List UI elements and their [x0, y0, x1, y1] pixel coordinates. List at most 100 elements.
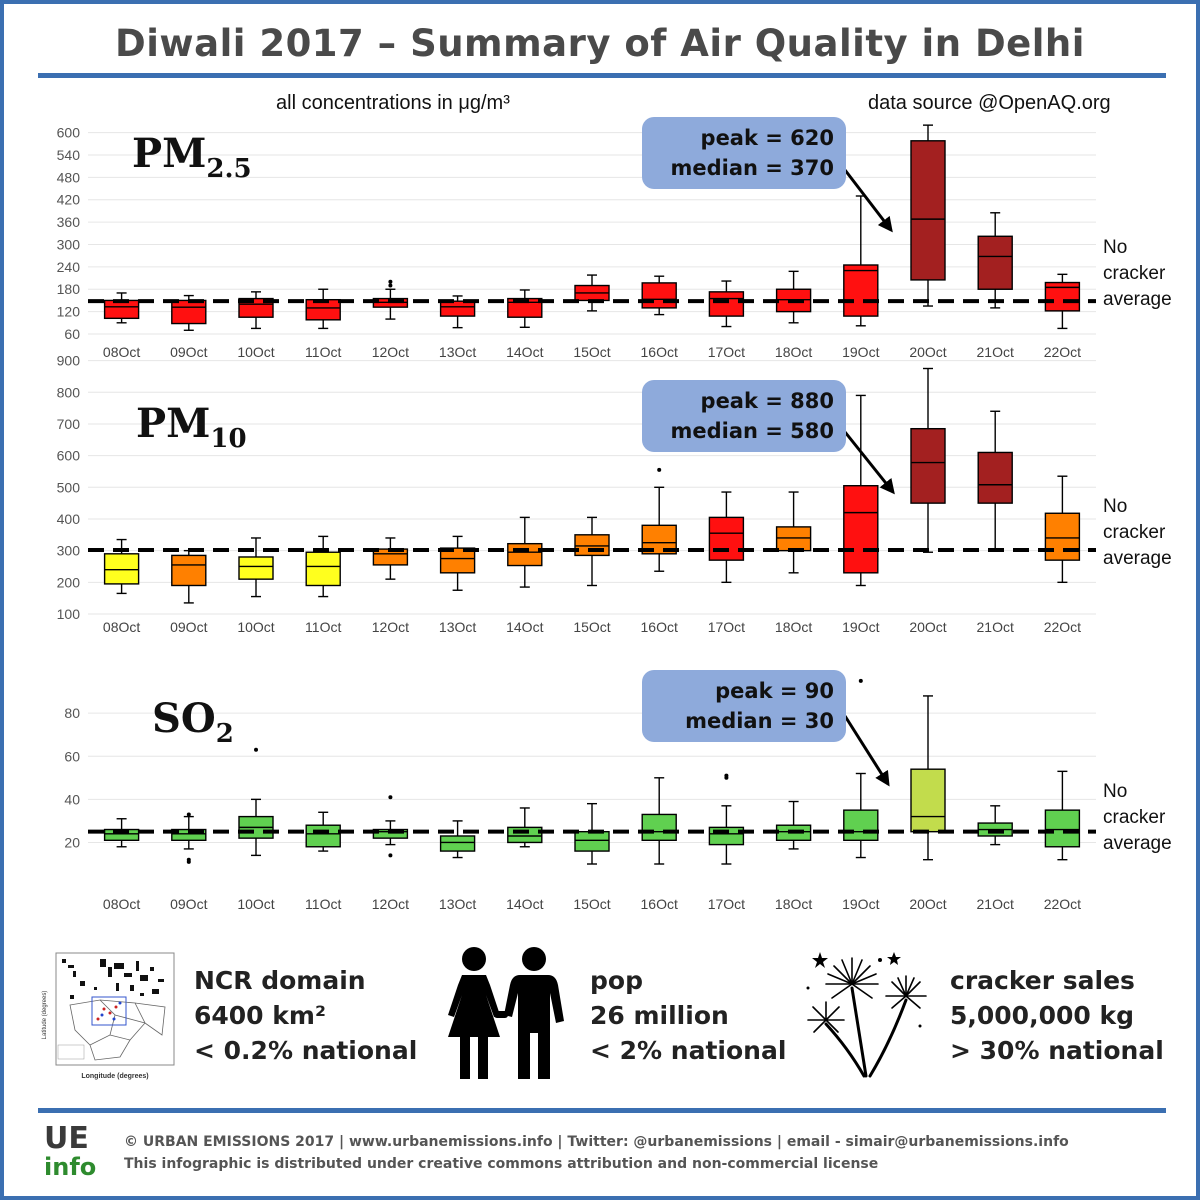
pm10-box-20Oct: [910, 427, 946, 504]
so2-box-14Oct: [507, 826, 543, 844]
so2-box-22Oct: [1044, 809, 1081, 848]
pm25-ytick-label: 120: [57, 304, 81, 320]
pm25-ytick-label: 480: [57, 169, 81, 185]
pm25-no-cracker-label: No cracker average: [1103, 237, 1172, 310]
pm10-ytick-label: 300: [57, 543, 81, 559]
so2-peak: peak = 90: [715, 679, 834, 703]
so2-xtick-label: 18Oct: [775, 896, 812, 912]
pm25-median: median = 370: [670, 156, 834, 180]
pm25-ytick-label: 540: [57, 147, 81, 163]
ue-logo-top: UE: [44, 1121, 89, 1156]
pm25-box-16Oct: [641, 282, 677, 309]
population-info: pop 26 million < 2% national: [590, 966, 787, 1065]
so2-xtick-label: 21Oct: [977, 896, 1014, 912]
pm25-xtick-label: 22Oct: [1044, 344, 1081, 360]
pm10-ytick-label: 500: [57, 479, 81, 495]
pm10-xtick-label: 22Oct: [1044, 619, 1081, 635]
pm25-box-19Oct: [843, 264, 879, 317]
pm25-callout: peak = 620 median = 370: [642, 117, 846, 189]
so2-no-cracker-label: No cracker average: [1103, 781, 1172, 854]
footer-credits: © URBAN EMISSIONS 2017 | www.urbanemissi…: [124, 1134, 1069, 1150]
so2-xtick-label: 20Oct: [909, 896, 946, 912]
so2-ytick-label: 80: [64, 705, 80, 721]
pm10-box-11Oct: [305, 551, 341, 587]
so2-outlier: [186, 857, 191, 862]
pm10-box-14Oct: [507, 542, 543, 567]
so2-xtick-label: 08Oct: [103, 896, 140, 912]
pm10-xtick-label: 08Oct: [103, 619, 140, 635]
pm25-ytick-label: 240: [57, 259, 81, 275]
so2-xtick-label: 19Oct: [842, 896, 879, 912]
so2-ytick-label: 60: [64, 748, 80, 764]
so2-box-16Oct: [641, 813, 677, 841]
pm25-xtick-label: 11Oct: [305, 344, 341, 360]
pm10-xtick-label: 11Oct: [305, 619, 341, 635]
title-divider: [38, 73, 1166, 78]
so2-ytick-label: 40: [64, 791, 80, 807]
so2-box-12Oct: [372, 828, 409, 839]
so2-outlier: [724, 773, 729, 778]
pm10-box-10Oct: [238, 556, 274, 580]
pm10-box-17Oct: [708, 516, 745, 561]
pm10-xtick-label: 19Oct: [842, 619, 879, 635]
so2-callout: peak = 90 median = 30: [642, 670, 846, 742]
so2-ytick-label: 20: [64, 834, 80, 850]
so2-xtick-label: 17Oct: [708, 896, 745, 912]
pm25-xtick-label: 08Oct: [103, 344, 140, 360]
pm10-box-19Oct: [843, 485, 879, 574]
pm25-box-13Oct: [439, 300, 476, 317]
svg-text:Longitude (degrees): Longitude (degrees): [81, 1073, 148, 1080]
so2-callout-arrow: [843, 715, 890, 787]
so2-box-15Oct: [574, 830, 610, 852]
so2-xtick-label: 09Oct: [170, 896, 207, 912]
so2-box-09Oct: [171, 828, 207, 841]
pm10-box-15Oct: [574, 534, 610, 557]
pm10-xtick-label: 14Oct: [506, 619, 543, 635]
pm10-xtick-label: 12Oct: [372, 619, 409, 635]
pm25-xtick-label: 15Oct: [573, 344, 610, 360]
pm10-xtick-label: 13Oct: [439, 619, 476, 635]
pm10-xtick-label: 16Oct: [641, 619, 678, 635]
pm25-box-10Oct: [238, 297, 274, 318]
so2-xtick-label: 10Oct: [237, 896, 274, 912]
pm10-box-08Oct: [103, 553, 140, 585]
pm25-xtick-label: 21Oct: [977, 344, 1014, 360]
couple-icon: [448, 947, 564, 1079]
pm10-xtick-label: 10Oct: [237, 619, 274, 635]
pm25-xtick-label: 16Oct: [641, 344, 678, 360]
units-note: all concentrations in μg/m³: [276, 92, 510, 114]
pm10-ytick-label: 600: [57, 448, 81, 464]
pm25-ytick-label: 180: [57, 281, 81, 297]
pm25-peak: peak = 620: [700, 126, 834, 150]
pm25-box-09Oct: [171, 299, 207, 325]
pm10-no-cracker-label: No cracker average: [1103, 496, 1172, 569]
page-title: Diwali 2017 – Summary of Air Quality in …: [115, 22, 1085, 65]
pm10-xtick-label: 18Oct: [775, 619, 812, 635]
pm25-ytick-label: 300: [57, 236, 81, 252]
pm25-ytick-label: 360: [57, 214, 81, 230]
pm10-ytick-label: 900: [57, 353, 81, 369]
pm10-xtick-label: 20Oct: [909, 619, 946, 635]
so2-outlier: [254, 747, 258, 752]
pm10-xtick-label: 09Oct: [170, 619, 207, 635]
pm10-ytick-label: 700: [57, 416, 81, 432]
so2-xtick-label: 11Oct: [305, 896, 341, 912]
pm25-ytick-label: 420: [57, 192, 81, 208]
pm25-xtick-label: 13Oct: [439, 344, 476, 360]
fireworks-icon: [806, 952, 927, 1078]
pm10-xtick-label: 15Oct: [573, 619, 610, 635]
pm25-xtick-label: 10Oct: [237, 344, 274, 360]
pm10-ytick-label: 400: [57, 511, 81, 527]
so2-outlier: [388, 853, 393, 858]
pm10-xtick-label: 21Oct: [977, 619, 1014, 635]
pm10-box-21Oct: [977, 451, 1013, 504]
pm25-xtick-label: 20Oct: [909, 344, 946, 360]
pm10-ytick-label: 100: [57, 606, 81, 622]
pm25-ytick-label: 60: [64, 326, 80, 342]
pm10-peak: peak = 880: [700, 389, 834, 413]
pm25-xtick-label: 14Oct: [506, 344, 543, 360]
pm25-outlier: [388, 283, 393, 288]
cracker-sales-info: cracker sales 5,000,000 kg > 30% nationa…: [950, 966, 1164, 1065]
svg-text:Latitude (degrees): Latitude (degrees): [42, 991, 48, 1040]
